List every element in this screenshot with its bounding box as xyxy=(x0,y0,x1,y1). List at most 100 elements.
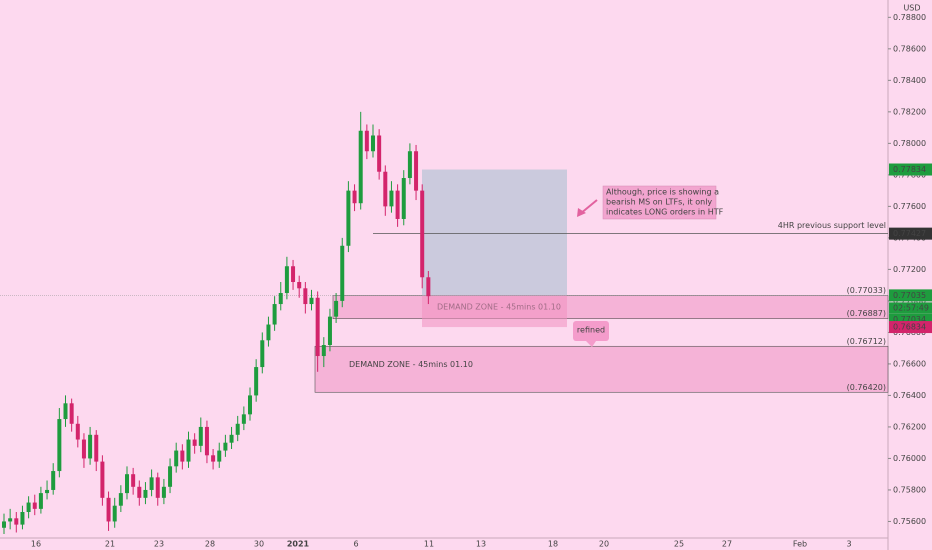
x-tick-label: 23 xyxy=(154,540,164,549)
price-badge-label: 0.77034 xyxy=(893,315,926,324)
demand-zone xyxy=(332,295,889,320)
price-badge xyxy=(889,321,932,334)
target-box xyxy=(422,169,567,296)
x-tick-label: 28 xyxy=(205,540,215,549)
candle-body xyxy=(168,466,173,487)
candle-body xyxy=(75,423,80,440)
candle-body xyxy=(112,505,117,522)
candle-body xyxy=(38,493,43,509)
candle-body xyxy=(272,304,277,325)
candle-body xyxy=(8,518,13,522)
x-tick-label: 3 xyxy=(846,540,851,549)
candle-body xyxy=(346,190,351,246)
countdown: 02:57:49 xyxy=(893,303,929,312)
candle-body xyxy=(395,190,400,219)
candle-body xyxy=(149,477,154,490)
candle-body xyxy=(217,450,222,462)
candle-body xyxy=(315,297,320,357)
candle-body xyxy=(137,486,142,498)
note-box xyxy=(602,185,717,220)
y-tick-label: 0.76400 xyxy=(893,391,926,400)
candle-body xyxy=(309,297,314,305)
x-tick-label: 18 xyxy=(548,540,558,549)
y-tick-label: 0.78200 xyxy=(893,107,926,116)
x-tick-label: 30 xyxy=(254,540,264,549)
candle-body xyxy=(229,434,234,443)
stop-box xyxy=(422,295,567,328)
y-tick-label: 0.76600 xyxy=(893,359,926,368)
candle-body xyxy=(334,300,339,317)
zone-bottom-label: (0.76420) xyxy=(847,383,886,392)
candle-body xyxy=(321,345,326,357)
candle-body xyxy=(358,130,363,204)
price-badge xyxy=(889,227,932,240)
candle-body xyxy=(284,266,289,294)
candle-body xyxy=(81,439,86,459)
candle-body xyxy=(155,477,160,498)
candle-body xyxy=(2,521,6,528)
candle-body xyxy=(20,512,25,525)
candle-body xyxy=(364,130,369,152)
candle-body xyxy=(297,281,302,289)
y-tick-label: 0.78800 xyxy=(893,13,926,22)
x-tick-label: 11 xyxy=(424,540,434,549)
candle-body xyxy=(161,486,166,498)
candle-body xyxy=(420,190,425,278)
candle-body xyxy=(235,423,240,435)
candle-body xyxy=(14,518,19,525)
support-label: 4HR previous support level xyxy=(778,221,886,230)
x-tick-label: 20 xyxy=(599,540,609,549)
x-tick-label: 6 xyxy=(353,540,358,549)
price-badge-label: 0.76834 xyxy=(893,323,926,332)
candle-body xyxy=(143,489,148,498)
x-tick-label: 25 xyxy=(674,540,684,549)
x-tick-label: 2021 xyxy=(287,540,310,549)
zone-top-label: (0.76712) xyxy=(847,337,886,346)
candle-body xyxy=(186,439,191,462)
x-tick-label: 21 xyxy=(105,540,115,549)
note-arrowhead xyxy=(577,208,586,217)
candle-body xyxy=(69,403,74,424)
candle-body xyxy=(211,455,216,462)
candle-body xyxy=(223,442,228,451)
price-badge xyxy=(889,289,932,302)
countdown-badge xyxy=(889,302,932,314)
candle-body xyxy=(383,171,388,207)
x-tick-label: Feb xyxy=(793,540,807,549)
candle-body xyxy=(26,502,31,513)
candle-body xyxy=(131,474,136,487)
candle-body xyxy=(352,190,357,204)
y-tick-label: 0.76200 xyxy=(893,422,926,431)
callout-tail xyxy=(586,341,596,347)
y-tick-label: 0.75600 xyxy=(893,517,926,526)
candle-body xyxy=(407,151,412,179)
candle-body xyxy=(426,277,431,297)
price-badge-label: 0.77427 xyxy=(893,229,926,238)
note-text: bearish MS on LTFs, it only xyxy=(606,198,712,207)
candle-body xyxy=(204,426,209,456)
y-tick-label: 0.78600 xyxy=(893,44,926,53)
candle-body xyxy=(414,151,419,191)
candle-body xyxy=(180,450,185,462)
y-tick-label: 0.78400 xyxy=(893,76,926,85)
callout-box xyxy=(573,321,609,341)
candle-body xyxy=(106,497,111,522)
candle-body xyxy=(371,135,375,152)
candle-body xyxy=(303,288,308,305)
candle-body xyxy=(192,439,197,446)
y-tick-label: 0.76000 xyxy=(893,454,926,463)
candle-body xyxy=(125,474,129,494)
candle-body xyxy=(278,293,283,305)
candle-body xyxy=(63,403,68,420)
candle-body xyxy=(51,471,56,490)
callout-text: refined xyxy=(577,326,605,335)
candle-body xyxy=(401,178,406,219)
x-tick-label: 27 xyxy=(722,540,732,549)
x-tick-label: 13 xyxy=(476,540,486,549)
candle-body xyxy=(100,461,105,498)
candle-body xyxy=(45,489,50,494)
candle-body xyxy=(260,340,265,368)
candle-body xyxy=(94,434,99,462)
note-text: indicates LONG orders in HTF xyxy=(606,208,724,217)
